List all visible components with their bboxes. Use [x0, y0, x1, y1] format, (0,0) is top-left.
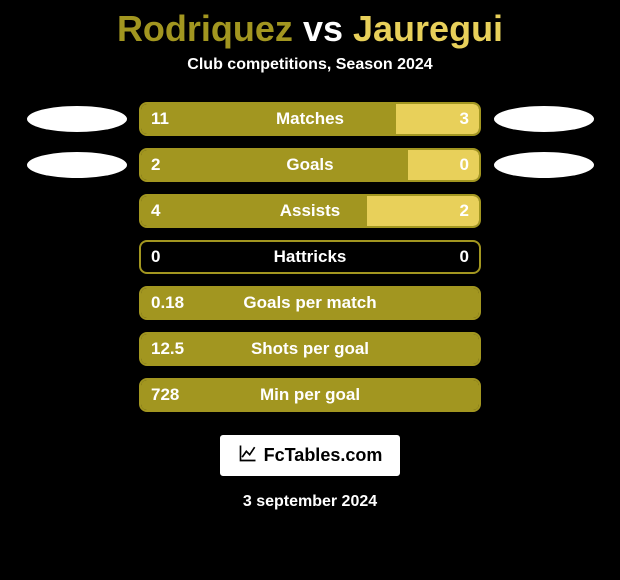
right-team-placeholder	[491, 243, 596, 271]
left-team-placeholder	[24, 289, 129, 317]
left-team-placeholder	[24, 105, 129, 133]
stat-row: 12.5Shots per goal	[0, 332, 620, 366]
right-team-placeholder	[491, 335, 596, 363]
title-right-player: Jauregui	[353, 8, 503, 49]
oval-icon	[494, 152, 594, 178]
left-fill	[141, 380, 479, 410]
left-team-placeholder	[24, 335, 129, 363]
oval-icon	[27, 152, 127, 178]
stat-row: 113Matches	[0, 102, 620, 136]
stat-bar: 113Matches	[139, 102, 481, 136]
footer-date: 3 september 2024	[0, 493, 620, 511]
stat-bar: 728Min per goal	[139, 378, 481, 412]
right-value: 0	[460, 247, 469, 267]
left-value: 0	[151, 247, 160, 267]
stats-container: 113Matches 20Goals 42Assists 0 0Hattricks 0.1…	[0, 102, 620, 412]
stat-bar: 42Assists	[139, 194, 481, 228]
stat-bar: 0.18Goals per match	[139, 286, 481, 320]
right-team-placeholder	[491, 197, 596, 225]
watermark: FcTables.com	[0, 434, 620, 477]
title-vs: vs	[303, 8, 343, 49]
left-team-placeholder	[24, 243, 129, 271]
left-team-placeholder	[24, 151, 129, 179]
left-fill	[141, 150, 408, 180]
stat-row: 20Goals	[0, 148, 620, 182]
left-team-placeholder	[24, 381, 129, 409]
left-fill	[141, 104, 396, 134]
left-fill	[141, 288, 479, 318]
comparison-title: Rodriquez vs Jauregui	[0, 0, 620, 56]
oval-icon	[494, 106, 594, 132]
right-team-placeholder	[491, 289, 596, 317]
left-fill	[141, 196, 367, 226]
subtitle: Club competitions, Season 2024	[0, 56, 620, 102]
left-team-placeholder	[24, 197, 129, 225]
stat-bar: 0 0Hattricks	[139, 240, 481, 274]
oval-icon	[27, 106, 127, 132]
stat-row: 728Min per goal	[0, 378, 620, 412]
chart-icon	[238, 443, 258, 468]
stat-bar: 12.5Shots per goal	[139, 332, 481, 366]
left-fill	[141, 334, 479, 364]
stat-bar: 20Goals	[139, 148, 481, 182]
title-left-player: Rodriquez	[117, 8, 293, 49]
right-team-placeholder	[491, 151, 596, 179]
watermark-box[interactable]: FcTables.com	[219, 434, 402, 477]
watermark-text: FcTables.com	[264, 445, 383, 466]
right-team-placeholder	[491, 381, 596, 409]
right-fill	[408, 150, 479, 180]
right-team-placeholder	[491, 105, 596, 133]
stat-row: 0 0Hattricks	[0, 240, 620, 274]
right-fill	[396, 104, 479, 134]
right-fill	[367, 196, 479, 226]
stat-row: 42Assists	[0, 194, 620, 228]
stat-row: 0.18Goals per match	[0, 286, 620, 320]
stat-label: Hattricks	[141, 247, 479, 267]
